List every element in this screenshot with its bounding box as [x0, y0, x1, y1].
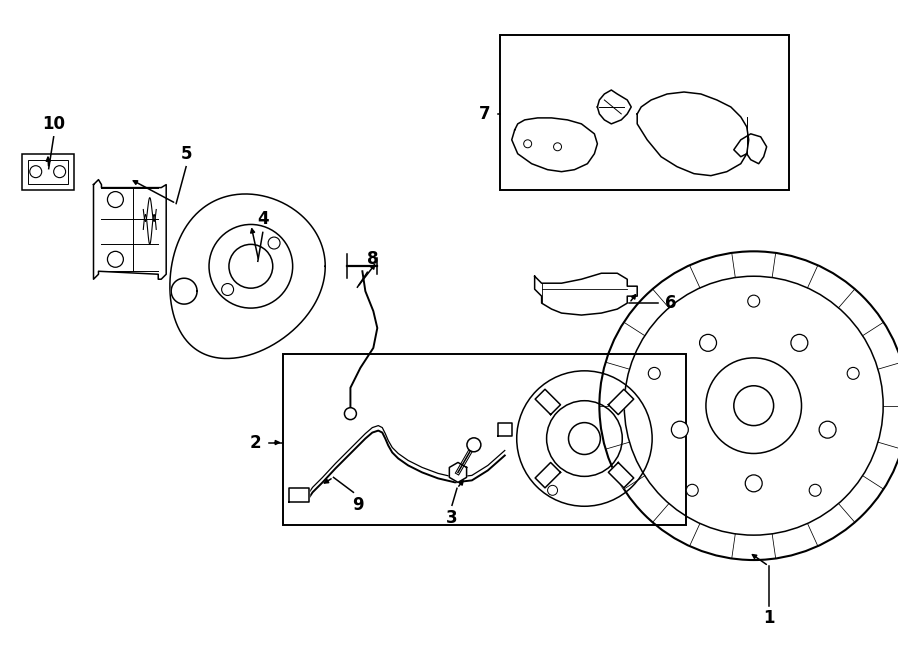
- Bar: [500, 35, 788, 190]
- Circle shape: [524, 140, 532, 148]
- Circle shape: [268, 237, 280, 249]
- Text: 1: 1: [763, 609, 774, 627]
- Text: 5: 5: [180, 145, 192, 163]
- Circle shape: [467, 438, 481, 451]
- Text: 2: 2: [250, 434, 262, 451]
- Circle shape: [554, 143, 562, 151]
- Circle shape: [547, 485, 557, 495]
- Polygon shape: [535, 273, 637, 315]
- Circle shape: [699, 334, 716, 351]
- Text: 4: 4: [257, 210, 268, 229]
- Circle shape: [734, 386, 774, 426]
- Polygon shape: [498, 422, 512, 436]
- Polygon shape: [734, 134, 767, 164]
- Circle shape: [791, 334, 808, 351]
- Circle shape: [517, 371, 652, 506]
- Text: 10: 10: [42, 115, 65, 133]
- Circle shape: [706, 358, 802, 453]
- Circle shape: [745, 475, 762, 492]
- Circle shape: [648, 368, 661, 379]
- Circle shape: [546, 401, 622, 477]
- Bar: [22, 154, 74, 190]
- Circle shape: [671, 421, 688, 438]
- Polygon shape: [170, 194, 325, 358]
- Polygon shape: [94, 180, 166, 279]
- Circle shape: [687, 485, 698, 496]
- Polygon shape: [536, 463, 561, 488]
- Circle shape: [107, 251, 123, 267]
- Polygon shape: [637, 92, 749, 176]
- Polygon shape: [449, 463, 466, 483]
- Circle shape: [748, 295, 760, 307]
- Text: 6: 6: [665, 294, 677, 312]
- Text: 8: 8: [366, 251, 378, 268]
- Circle shape: [229, 245, 273, 288]
- Bar: [283, 354, 686, 525]
- Polygon shape: [608, 389, 634, 414]
- Circle shape: [847, 368, 860, 379]
- Polygon shape: [608, 463, 634, 488]
- Circle shape: [107, 192, 123, 208]
- Polygon shape: [289, 488, 309, 502]
- Polygon shape: [536, 389, 561, 414]
- Polygon shape: [598, 90, 631, 124]
- Polygon shape: [171, 278, 197, 304]
- Bar: [28, 160, 68, 184]
- Circle shape: [809, 485, 821, 496]
- Text: 3: 3: [446, 509, 458, 527]
- Circle shape: [569, 422, 600, 455]
- Circle shape: [345, 408, 356, 420]
- Circle shape: [54, 166, 66, 178]
- Circle shape: [209, 225, 292, 308]
- Text: 7: 7: [479, 105, 490, 123]
- Circle shape: [819, 421, 836, 438]
- Polygon shape: [512, 118, 598, 172]
- Circle shape: [221, 284, 234, 295]
- Text: 9: 9: [353, 496, 364, 514]
- Circle shape: [30, 166, 41, 178]
